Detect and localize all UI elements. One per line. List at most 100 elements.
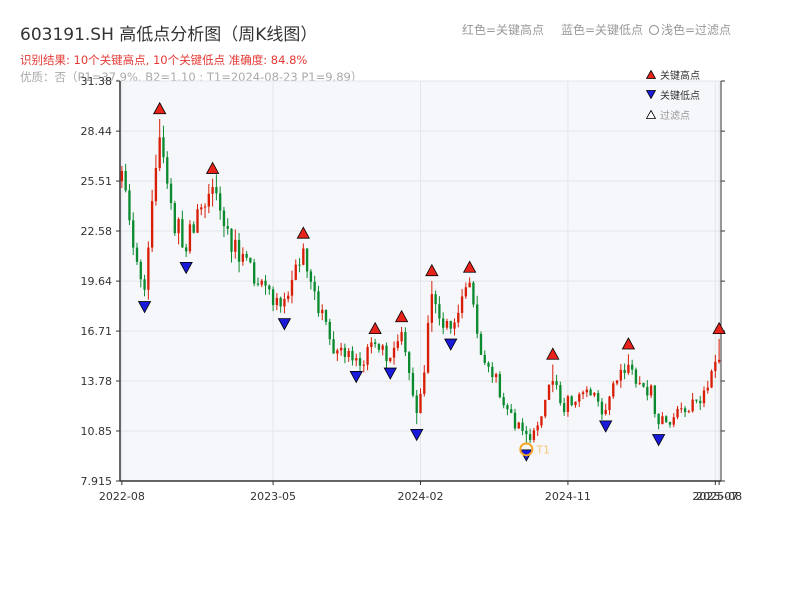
candle xyxy=(627,354,630,375)
candle xyxy=(158,119,161,172)
candle xyxy=(430,280,434,332)
candle-body xyxy=(491,366,494,378)
candle xyxy=(332,331,335,354)
candle xyxy=(710,369,713,389)
key-high-marker xyxy=(368,321,382,335)
candle-body xyxy=(287,295,290,299)
candle xyxy=(162,125,165,164)
candle-body xyxy=(423,372,426,394)
candle-body xyxy=(256,283,260,285)
candle xyxy=(479,331,483,355)
candle-body xyxy=(389,357,392,362)
candle xyxy=(593,392,596,398)
candle-body xyxy=(358,358,362,366)
candle-body xyxy=(683,408,687,413)
candle xyxy=(400,326,403,345)
key-low-marker xyxy=(349,371,363,384)
candle xyxy=(460,289,464,319)
candle-body xyxy=(177,219,180,234)
candle-body xyxy=(203,206,207,208)
axes xyxy=(116,80,725,485)
candle-body xyxy=(426,322,430,373)
candle-body xyxy=(525,430,528,435)
y-tick-label: 25.51 xyxy=(81,175,113,188)
candle xyxy=(298,258,301,273)
candle-body xyxy=(453,322,456,329)
candle xyxy=(566,394,570,417)
candle xyxy=(517,421,520,430)
candle xyxy=(415,390,418,425)
candle xyxy=(646,380,649,401)
candle-body xyxy=(226,226,229,229)
candle xyxy=(154,154,158,206)
candle xyxy=(525,425,528,445)
candle-body xyxy=(385,345,388,362)
candle xyxy=(544,399,547,419)
key-high-marker xyxy=(153,101,167,115)
candle xyxy=(120,165,124,188)
candle-body xyxy=(510,409,513,413)
candle-body xyxy=(513,412,517,429)
candle-body xyxy=(695,399,698,401)
candle-body xyxy=(404,332,407,353)
candle-body xyxy=(612,383,615,397)
legend: 关键高点 关键低点 过滤点 xyxy=(646,64,700,124)
candle-body xyxy=(479,333,483,355)
candle xyxy=(389,357,392,363)
candle xyxy=(166,151,169,189)
key-high-marker xyxy=(712,321,726,335)
candle xyxy=(253,258,256,287)
candle xyxy=(615,380,619,386)
candle xyxy=(264,275,267,295)
key-low-marker xyxy=(444,338,458,351)
candle-body xyxy=(215,187,218,194)
candle xyxy=(665,415,668,423)
x-axis-labels: 2022-08 2023-05 2024-02 2024-11 2025-072025-… xyxy=(99,490,742,503)
key-low-marker xyxy=(410,429,424,442)
legend-item-high: 关键高点 xyxy=(646,64,700,84)
candle xyxy=(245,251,248,261)
candle xyxy=(457,304,460,328)
candle-body xyxy=(373,342,377,345)
candle-body xyxy=(415,395,418,414)
x-tick-label: 2022-08 xyxy=(99,490,145,503)
candle-body xyxy=(411,372,415,396)
candle xyxy=(192,221,195,234)
candle-body xyxy=(551,381,554,385)
candle xyxy=(188,220,192,254)
candle-body xyxy=(540,416,543,426)
candle-body xyxy=(494,374,498,378)
candle-body xyxy=(544,399,547,417)
candle xyxy=(532,427,536,443)
candle xyxy=(339,342,343,356)
candle-body xyxy=(631,364,634,370)
candle xyxy=(528,428,532,443)
candle-body xyxy=(702,390,706,404)
candle-body xyxy=(487,362,490,367)
grid-lines xyxy=(120,80,721,482)
candle-body xyxy=(294,264,297,280)
candle xyxy=(407,351,411,381)
hint-light-filtered: 浅色=过滤点 xyxy=(649,21,731,38)
candle-body xyxy=(676,408,679,418)
candle-body xyxy=(351,350,354,361)
candle xyxy=(691,392,694,413)
candle xyxy=(260,278,263,288)
x-tick-label: 2023-05 xyxy=(250,490,296,503)
candle xyxy=(290,270,294,304)
candle-body xyxy=(699,400,702,404)
candle-body xyxy=(290,279,294,296)
candle-body xyxy=(370,342,373,348)
candle xyxy=(309,269,313,290)
candle xyxy=(498,371,502,399)
candle xyxy=(203,203,207,219)
candle xyxy=(570,395,573,407)
candle-body xyxy=(555,381,558,386)
candle-body xyxy=(589,389,592,396)
candle-body xyxy=(241,253,245,262)
candle xyxy=(241,247,245,266)
candle-body xyxy=(332,339,335,354)
candle xyxy=(513,408,517,431)
x-tick-label: 2025-08 xyxy=(696,490,742,503)
